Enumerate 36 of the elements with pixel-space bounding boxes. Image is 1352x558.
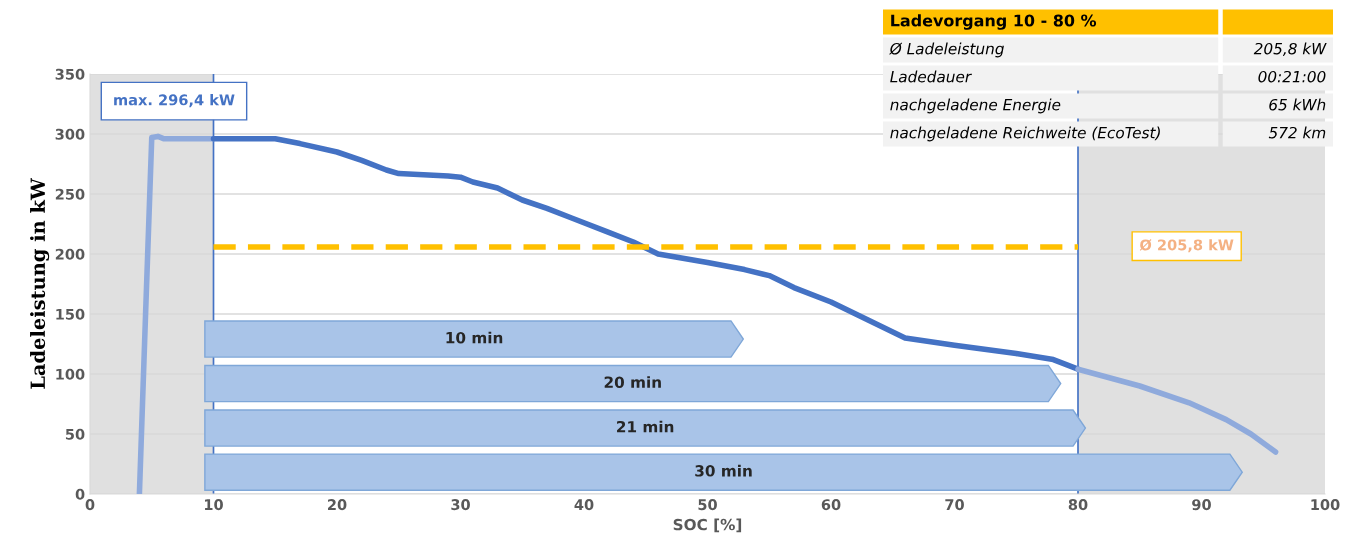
y-tick-label: 300	[55, 128, 85, 140]
text: 205,8 kW	[1253, 42, 1327, 56]
y-tick-label: 350	[55, 68, 85, 80]
x-tick-label: 90	[1192, 499, 1211, 511]
y-tick-label: 200	[55, 248, 85, 260]
x-tick-label: 70	[945, 499, 964, 511]
x-tick-label: 30	[451, 499, 470, 511]
x-tick-label: 80	[1068, 499, 1088, 511]
annotation: 65 kWh	[1269, 98, 1326, 111]
annotation: Ø 205,8 kW	[1139, 239, 1234, 253]
x-tick-label: 50	[698, 499, 717, 511]
annotation: max. 296,4 kW	[114, 94, 235, 108]
annotation: 20 min	[604, 376, 661, 388]
x-tick-label: 60	[821, 499, 841, 511]
x-tick-label: 0	[85, 499, 95, 511]
annotation: 30 min	[695, 464, 752, 477]
x-tick-label: 20	[328, 499, 347, 511]
x-tick-label: 40	[574, 499, 594, 511]
x-tick-label: 10	[205, 499, 223, 511]
y-axis-title: Ladeleistung in kW	[30, 177, 50, 389]
y-tick-label: 100	[56, 368, 85, 380]
annotation: 10 min	[446, 331, 503, 344]
annotation: 00:21:00	[1258, 70, 1326, 83]
annotation: 572 km	[1268, 126, 1326, 139]
annotation: Ladedauer	[890, 70, 972, 83]
y-tick-label: 50	[65, 428, 85, 440]
y-tick-label: 250	[55, 188, 85, 200]
annotation: nachgeladene Reichweite (EcoTest)	[890, 126, 1160, 142]
text: Ladevorgang 10 - 80 %	[891, 14, 1097, 30]
text: Ø Ladeleistung	[889, 42, 1004, 58]
annotation: nachgeladene Energie	[890, 98, 1061, 114]
x-tick-label: 100	[1311, 499, 1340, 511]
y-tick-label: 0	[75, 488, 85, 500]
y-tick-label: 150	[56, 308, 85, 320]
annotation: 21 min	[617, 420, 674, 433]
x-axis-title: SOC [%]	[673, 518, 742, 533]
